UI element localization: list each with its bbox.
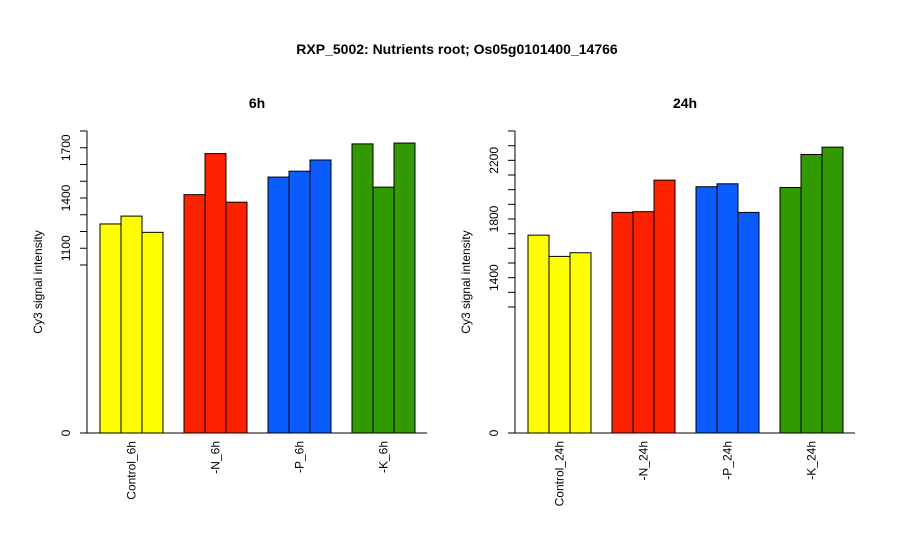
bar: [141, 231, 164, 434]
bar: [611, 211, 634, 434]
y-tick-label: 0: [487, 429, 501, 436]
bar: [372, 186, 395, 434]
main-title: RXP_5002: Nutrients root; Os05g0101400_1…: [296, 41, 618, 57]
y-tick-label: 1400: [59, 184, 73, 211]
bar: [716, 183, 739, 434]
bar: [351, 143, 374, 434]
x-tick-label: -N_6h: [209, 441, 223, 474]
x-tick-label: -N_24h: [637, 441, 651, 480]
bar: [225, 201, 248, 434]
y-tick-label: 2200: [487, 147, 501, 174]
panel-24h: 24h Cy3 signal intensity Control_24h -N_24h…: [459, 95, 855, 506]
bar: [120, 215, 143, 434]
bar: [695, 186, 718, 434]
y-tick-label: 1400: [487, 264, 501, 291]
panel-title: 6h: [249, 95, 265, 111]
bar: [204, 153, 227, 434]
bar: [737, 211, 760, 434]
panel-title: 24h: [673, 95, 697, 111]
bar: [309, 159, 332, 434]
y-tick-label: 1100: [59, 235, 73, 261]
bar: [653, 179, 676, 434]
x-tick-label: -P_6h: [293, 441, 307, 473]
bar: [393, 142, 416, 434]
y-axis-title: Cy3 signal intensity: [31, 230, 45, 333]
x-tick-label: -K_24h: [805, 441, 819, 480]
panel-6h: 6h Cy3 signal intensity Control_6h -N_6h -P_…: [31, 95, 427, 500]
bar: [267, 176, 290, 434]
y-tick-label: 1800: [487, 205, 501, 232]
bar: [183, 194, 206, 434]
bar: [569, 252, 592, 434]
x-tick-label: -P_24h: [721, 441, 735, 480]
x-tick-label: -K_6h: [377, 441, 391, 473]
bar: [800, 153, 823, 434]
x-tick-label: Control_6h: [125, 441, 139, 500]
bar: [548, 255, 571, 434]
bar: [821, 146, 844, 434]
bar: [779, 186, 802, 434]
y-tick-label: 1700: [59, 134, 73, 161]
y-tick-label: 0: [59, 429, 73, 436]
bar: [99, 223, 122, 434]
x-tick-label: Control_24h: [553, 441, 567, 506]
bar: [527, 234, 550, 434]
bar: [288, 170, 311, 434]
y-axis-title: Cy3 signal intensity: [459, 230, 473, 333]
bar: [632, 211, 655, 434]
